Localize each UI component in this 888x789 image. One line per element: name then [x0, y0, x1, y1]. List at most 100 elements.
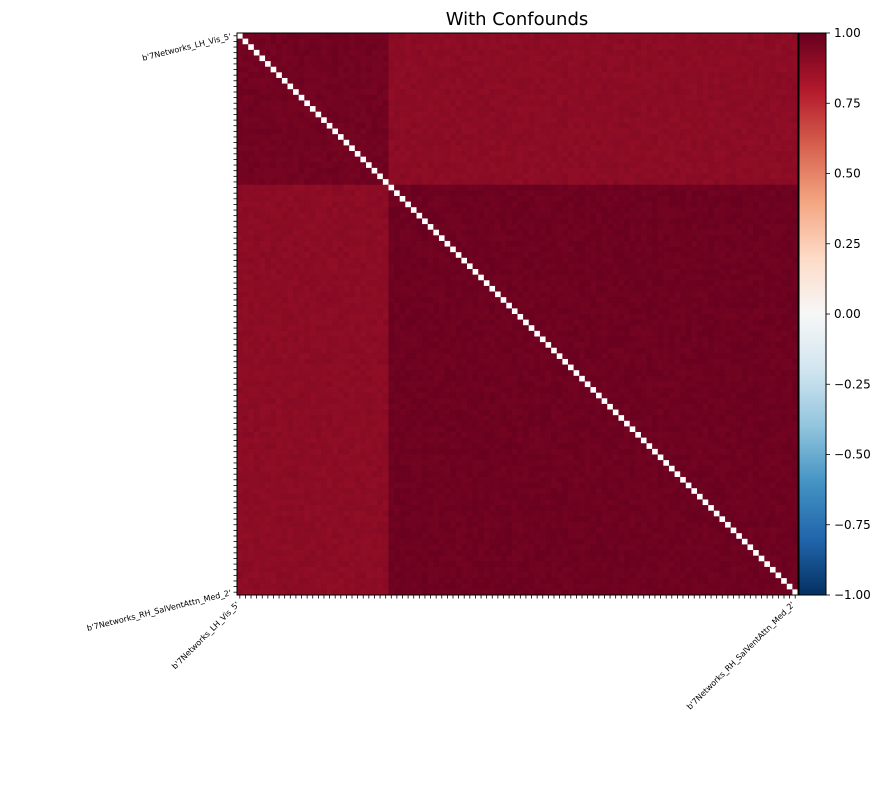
- heatmap-cell: [489, 218, 496, 225]
- heatmap-cell: [551, 77, 558, 84]
- heatmap-cell: [551, 201, 558, 208]
- heatmap-cell: [753, 246, 760, 253]
- heatmap-cell: [506, 212, 513, 219]
- heatmap-cell: [489, 240, 496, 247]
- heatmap-cell: [467, 297, 474, 304]
- heatmap-cell: [775, 156, 782, 163]
- heatmap-cell: [315, 162, 322, 169]
- heatmap-cell: [769, 83, 776, 90]
- heatmap-cell: [304, 61, 311, 68]
- heatmap-cell: [444, 66, 451, 73]
- heatmap-cell: [758, 240, 765, 247]
- heatmap-cell: [438, 128, 445, 135]
- heatmap-cell: [567, 156, 574, 163]
- heatmap-cell: [646, 89, 653, 96]
- heatmap-cell: [769, 224, 776, 231]
- heatmap-cell: [248, 156, 255, 163]
- heatmap-cell: [511, 240, 518, 247]
- heatmap-cell: [680, 173, 687, 180]
- heatmap-cell: [556, 122, 563, 129]
- heatmap-cell: [360, 151, 367, 158]
- heatmap-cell: [736, 77, 743, 84]
- heatmap-cell: [349, 89, 356, 96]
- heatmap-cell: [523, 263, 530, 270]
- heatmap-cell: [444, 246, 451, 253]
- heatmap-cell: [438, 269, 445, 276]
- heatmap-cell: [753, 167, 760, 174]
- heatmap-cell: [354, 139, 361, 146]
- heatmap-cell: [405, 151, 412, 158]
- heatmap-cell: [668, 308, 675, 315]
- heatmap-cell: [377, 38, 384, 45]
- heatmap-cell: [444, 49, 451, 56]
- heatmap-cell: [467, 100, 474, 107]
- heatmap-cell: [382, 285, 389, 292]
- heatmap-cell: [242, 49, 249, 56]
- heatmap-cell: [450, 72, 457, 79]
- heatmap-cell: [281, 66, 288, 73]
- heatmap-cell: [478, 195, 485, 202]
- heatmap-cell: [293, 66, 300, 73]
- heatmap-cell: [680, 83, 687, 90]
- heatmap-cell: [573, 195, 580, 202]
- heatmap-cell: [556, 285, 563, 292]
- heatmap-cell: [343, 235, 350, 242]
- heatmap-cell: [304, 190, 311, 197]
- heatmap-cell: [366, 308, 373, 315]
- heatmap-cell: [584, 111, 591, 118]
- heatmap-cell: [590, 285, 597, 292]
- heatmap-cell: [624, 246, 631, 253]
- heatmap-cell: [461, 184, 468, 191]
- heatmap-cell: [433, 94, 440, 101]
- heatmap-cell: [337, 156, 344, 163]
- heatmap-cell: [601, 139, 608, 146]
- heatmap-cell: [399, 83, 406, 90]
- heatmap-cell: [596, 201, 603, 208]
- heatmap-cell: [629, 201, 636, 208]
- heatmap-cell: [472, 235, 479, 242]
- heatmap-cell: [467, 162, 474, 169]
- heatmap-cell: [427, 285, 434, 292]
- heatmap-cell: [786, 128, 793, 135]
- heatmap-cell: [427, 257, 434, 264]
- heatmap-cell: [612, 308, 619, 315]
- heatmap-cell: [668, 173, 675, 180]
- heatmap-cell: [354, 229, 361, 236]
- heatmap-cell: [467, 201, 474, 208]
- heatmap-cell: [253, 162, 260, 169]
- heatmap-cell: [455, 235, 462, 242]
- heatmap-cell: [719, 190, 726, 197]
- heatmap-cell: [562, 190, 569, 197]
- heatmap-cell: [377, 33, 384, 40]
- heatmap-cell: [668, 134, 675, 141]
- heatmap-cell: [309, 117, 316, 124]
- heatmap-cell: [399, 100, 406, 107]
- heatmap-cell: [354, 167, 361, 174]
- heatmap-cell: [483, 302, 490, 309]
- heatmap-cell: [399, 117, 406, 124]
- heatmap-cell: [567, 94, 574, 101]
- heatmap-cell: [281, 179, 288, 186]
- heatmap-cell: [405, 61, 412, 68]
- heatmap-cell: [646, 280, 653, 287]
- heatmap-cell: [259, 235, 266, 242]
- heatmap-cell: [657, 61, 664, 68]
- heatmap-cell: [360, 55, 367, 62]
- heatmap-cell: [736, 66, 743, 73]
- heatmap-cell: [337, 297, 344, 304]
- heatmap-cell: [371, 49, 378, 56]
- heatmap-cell: [495, 162, 502, 169]
- heatmap-cell: [562, 179, 569, 186]
- heatmap-cell: [382, 139, 389, 146]
- heatmap-cell: [315, 139, 322, 146]
- heatmap-cell: [708, 94, 715, 101]
- heatmap-cell: [309, 257, 316, 264]
- heatmap-cell: [725, 117, 732, 124]
- heatmap-cell: [534, 195, 541, 202]
- heatmap-cell: [685, 190, 692, 197]
- heatmap-cell: [685, 72, 692, 79]
- heatmap-cell: [500, 252, 507, 259]
- heatmap-cell: [511, 55, 518, 62]
- heatmap-cell: [528, 229, 535, 236]
- heatmap-cell: [478, 269, 485, 276]
